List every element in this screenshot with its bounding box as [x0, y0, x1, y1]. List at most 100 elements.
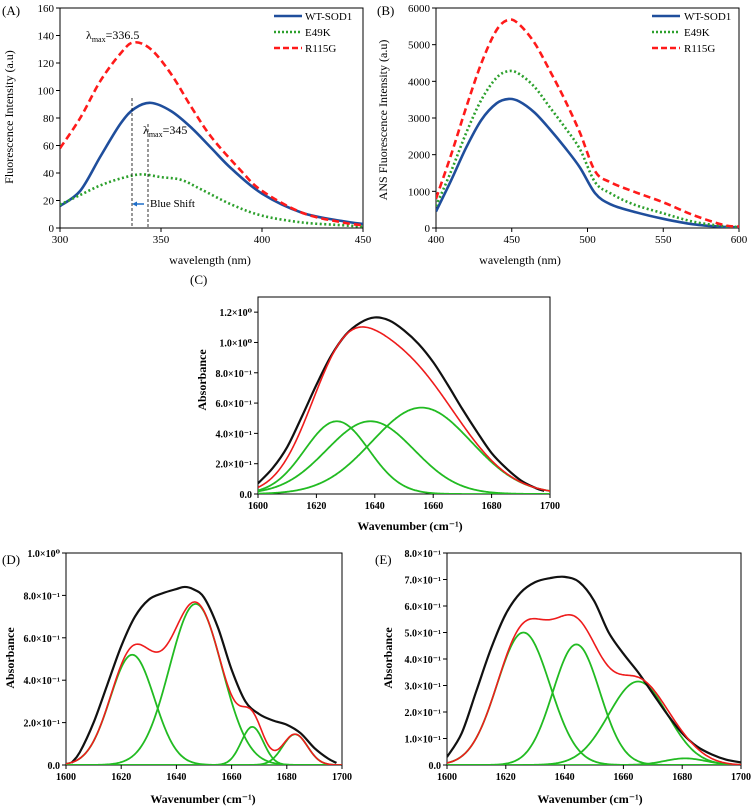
- panel-a-y-tick-label: 0: [49, 223, 55, 235]
- panel-e-y-tick-label: 2.0×10⁻¹: [405, 708, 441, 719]
- panel-c-y-tick-label: 2.0×10⁻¹: [216, 460, 252, 471]
- panel-d-measured-spectrum: [70, 585, 337, 764]
- panel-b-x-tick-label: 450: [504, 234, 521, 246]
- panel-c-x-tick-label: 1660: [423, 501, 443, 512]
- panel-b-x-axis-label: wavelength (nm): [479, 253, 561, 267]
- panel-e-y-tick-label: 3.0×10⁻¹: [405, 682, 441, 693]
- panel-e-y-tick-label: 1.0×10⁻¹: [405, 735, 441, 746]
- panel-c-x-tick-label: 1640: [365, 501, 385, 512]
- legend-wt-sod1-label: WT-SOD1: [305, 11, 352, 23]
- panel-c-y-axis-label: Absorbance: [195, 349, 209, 411]
- panel-e-y-tick-label: 6.0×10⁻¹: [405, 602, 441, 613]
- panel-b-y-tick-label: 4000: [408, 76, 431, 88]
- panel-d-x-tick-label: 1700: [332, 772, 352, 783]
- panel-c-plot-area: 1600 1620 1640 1660 1680 1700 0.0 2.0×10⁻¹ 4.0×1…: [216, 296, 560, 512]
- panel-b-x-tick-label: 400: [428, 234, 445, 246]
- panel-b-x-tick-label: 600: [731, 234, 748, 246]
- panel-a-curves: [60, 40, 363, 228]
- panel-a-y-tick-label: 160: [38, 3, 55, 15]
- panel-c-y-tick-label: 4.0×10⁻¹: [216, 429, 252, 440]
- panel-a-y-tick-label: 40: [43, 168, 55, 180]
- panel-a-y-tick-label: 120: [38, 58, 55, 70]
- panel-c-label: (C): [190, 272, 207, 287]
- panel-d-cumulative-fit: [66, 601, 342, 765]
- panel-d-y-tick-label: 1.0×10⁰: [27, 549, 60, 560]
- panel-e-y-tick-label: 0.0: [429, 761, 442, 772]
- panel-d-y-axis-label: Absorbance: [3, 627, 17, 689]
- panel-e-x-tick-label: 1700: [731, 772, 751, 783]
- panel-e-ftir-chart: (E) 1600 1620 1640 1660 1680 1700 0.0 1.0×10⁻¹ 2…: [375, 549, 751, 806]
- panel-b-x-tick-label: 500: [579, 234, 596, 246]
- panel-a-x-tick-label: 400: [254, 234, 271, 246]
- panel-c-y-tick-label: 1.0×10⁰: [219, 338, 252, 349]
- panel-b-x-tick-label: 550: [655, 234, 672, 246]
- panel-c-measured-spectrum: [258, 316, 545, 493]
- panel-e-x-tick-label: 1600: [437, 772, 457, 783]
- panel-a-y-tick-label: 80: [43, 113, 55, 125]
- panel-b-y-tick-label: 3000: [408, 113, 431, 125]
- panel-e-x-tick-label: 1640: [555, 772, 575, 783]
- panel-c-axes-frame: [257, 296, 551, 495]
- panel-a-series-wt-sod1: [60, 101, 363, 226]
- panel-c-x-tick-label: 1680: [482, 501, 502, 512]
- panel-a-y-tick-label: 100: [38, 86, 55, 98]
- panel-d-y-tick-label: 0.0: [48, 761, 61, 772]
- legend-wt-sod1-label: WT-SOD1: [684, 11, 731, 23]
- panel-e-curves: [447, 575, 741, 765]
- panel-b-label: (B): [377, 3, 394, 18]
- panel-b-y-axis-label: ANS Fluorescence Intensity (a.u): [376, 40, 390, 201]
- panel-b-y-tick-label: 1000: [408, 186, 431, 198]
- panel-d-label: (D): [2, 552, 20, 567]
- panel-d-fit-component-1: [66, 653, 342, 765]
- panel-e-x-axis-label: Wavenumber (cm⁻¹): [537, 792, 642, 806]
- panel-d-y-tick-label: 4.0×10⁻¹: [24, 676, 60, 687]
- panel-c-y-tick-label: 1.2×10⁰: [219, 308, 252, 319]
- panel-d-curves: [66, 585, 342, 765]
- panel-e-x-tick-label: 1680: [672, 772, 692, 783]
- panel-b-y-tick-label: 2000: [408, 150, 431, 162]
- panel-c-x-tick-label: 1620: [306, 501, 326, 512]
- panel-d-plot-area: 1600 1620 1640 1660 1680 1700 0.0 2.0×10⁻¹ 4.0×1…: [24, 549, 352, 783]
- panel-c-curves: [258, 316, 550, 494]
- panel-b-series-e49k: [436, 69, 739, 228]
- panel-b-y-tick-label: 0: [425, 223, 431, 235]
- panel-a-x-tick-label: 450: [355, 234, 372, 246]
- panel-c-ftir-chart: (C) 1600 1620 1640 1660 1680 1700 0.0 2.0×10⁻¹ 4…: [190, 272, 560, 533]
- panel-c-y-tick-label: 6.0×10⁻¹: [216, 399, 252, 410]
- panel-a-y-tick-label: 60: [43, 141, 55, 153]
- panel-d-x-tick-label: 1680: [277, 772, 297, 783]
- panel-d-ftir-chart: (D) 1600 1620 1640 1660 1680 1700 0.0 2.0×10⁻¹ 4…: [2, 549, 352, 806]
- panel-b-series-r115g: [436, 18, 739, 228]
- panel-c-y-tick-label: 8.0×10⁻¹: [216, 369, 252, 380]
- panel-e-fit-component-4: [447, 757, 741, 765]
- panel-a-y-axis-label: Fluorescence Intensity (a.u): [2, 50, 16, 184]
- panel-c-fit-component-2: [258, 420, 550, 494]
- panel-e-axes-frame: [446, 552, 742, 766]
- panel-a-x-tick-label: 300: [52, 234, 69, 246]
- panel-c-x-tick-label: 1600: [248, 501, 268, 512]
- panel-c-fit-component-1: [258, 420, 550, 494]
- legend-r115g-label: R115G: [305, 43, 336, 55]
- panel-e-y-tick-label: 4.0×10⁻¹: [405, 655, 441, 666]
- panel-d-fit-component-3: [66, 725, 342, 765]
- panel-c-x-axis-label: Wavenumber (cm⁻¹): [357, 519, 462, 533]
- legend-e49k-label: E49K: [305, 27, 331, 39]
- panel-c-cumulative-fit: [258, 326, 550, 492]
- panel-d-y-tick-label: 8.0×10⁻¹: [24, 591, 60, 602]
- panel-c-x-tick-label: 1700: [540, 501, 560, 512]
- panel-b-y-tick-label: 5000: [408, 40, 431, 52]
- panel-e-label: (E): [375, 552, 392, 567]
- legend-e49k-label: E49K: [684, 27, 710, 39]
- panel-d-fit-component-4: [66, 733, 342, 765]
- panel-a-x-tick-label: 350: [153, 234, 170, 246]
- panel-d-y-tick-label: 6.0×10⁻¹: [24, 634, 60, 645]
- panel-d-x-tick-label: 1620: [111, 772, 131, 783]
- panel-c-fit-component-3: [258, 406, 550, 494]
- panel-b-curves: [436, 18, 739, 228]
- panel-d-x-tick-label: 1600: [56, 772, 76, 783]
- panel-e-measured-spectrum: [447, 575, 741, 764]
- panel-e-x-tick-label: 1620: [496, 772, 516, 783]
- annotation-blue-shift: Blue Shift: [150, 198, 195, 210]
